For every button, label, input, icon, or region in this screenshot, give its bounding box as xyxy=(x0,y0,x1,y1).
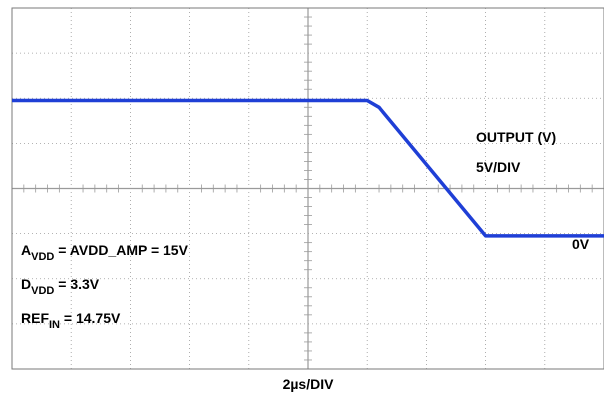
avdd-label: AVDD = AVDD_AMP = 15V xyxy=(21,242,189,263)
dvdd-value: = 3.3V xyxy=(54,276,99,292)
output-label: OUTPUT (V) xyxy=(476,129,556,145)
x-axis-label: 2µs/DIV xyxy=(283,376,335,392)
dvdd-main: D xyxy=(21,276,31,292)
scale-label: 5V/DIV xyxy=(476,159,521,175)
output-trace xyxy=(12,98,604,238)
dvdd-label: DVDD = 3.3V xyxy=(21,276,100,297)
ref-value: = 14.75V xyxy=(60,310,121,326)
avdd-value: = AVDD_AMP = 15V xyxy=(54,242,188,258)
ref-label: REFIN = 14.75V xyxy=(21,310,121,331)
avdd-main: A xyxy=(21,242,31,258)
grid xyxy=(12,8,604,369)
center-ticks xyxy=(23,16,593,361)
ref-subscript: IN xyxy=(49,319,60,331)
dvdd-subscript: VDD xyxy=(31,285,54,297)
zero-level-label: 0V xyxy=(572,236,590,252)
ref-main: REF xyxy=(21,310,49,326)
avdd-subscript: VDD xyxy=(31,251,54,263)
plot-frame xyxy=(11,7,604,370)
